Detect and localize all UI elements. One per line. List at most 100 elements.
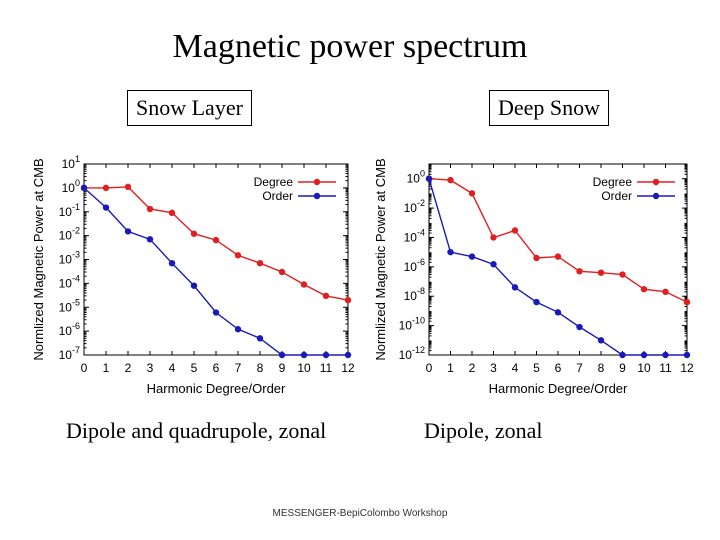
data-point-degree	[344, 296, 352, 304]
page-title: Magnetic power spectrum	[172, 28, 528, 65]
legend-marker-order	[652, 192, 660, 200]
data-point-order	[322, 351, 330, 359]
x-axis-label: Harmonic Degree/Order	[147, 381, 286, 396]
data-point-order	[190, 282, 198, 289]
series-line-degree	[428, 178, 688, 303]
footer: MESSENGER-BepiColombo Workshop	[272, 508, 448, 519]
y-axis-label: Normlized Magnetic Power at CMB	[374, 158, 388, 360]
legend-marker-order	[313, 192, 321, 200]
data-point-degree	[683, 298, 691, 306]
chart-snow-layer: 0 1 2 3 4 5 6 7 8 9 10 11 1210110010-110-210-310-410…	[34, 154, 355, 396]
data-point-order	[490, 261, 497, 268]
data-point-order	[234, 326, 242, 333]
legend-label-order: Order	[601, 189, 632, 203]
data-point-degree	[511, 227, 519, 234]
y-tick-label: 10-3	[59, 250, 80, 267]
x-tick-label: 2	[125, 361, 132, 375]
x-tick-label: 7	[576, 361, 583, 375]
snow-layer-label: Snow Layer	[127, 90, 252, 126]
x-tick-label: 9	[619, 361, 626, 375]
data-point-order	[576, 323, 583, 331]
y-tick-label: 100	[407, 169, 425, 186]
series-line-order	[83, 187, 348, 356]
x-tick-label: 10	[297, 361, 311, 375]
data-point-degree	[576, 268, 583, 275]
data-point-order	[124, 228, 132, 235]
data-point-degree	[322, 292, 330, 300]
data-point-degree	[468, 190, 476, 197]
data-point-degree	[146, 205, 154, 213]
x-tick-label: 4	[512, 361, 519, 375]
data-point-degree	[190, 230, 198, 237]
legend-label-degree: Degree	[593, 175, 633, 189]
data-point-order	[425, 175, 433, 182]
y-tick-label: 10-6	[404, 257, 425, 274]
data-point-order	[344, 351, 352, 359]
x-tick-label: 0	[81, 361, 88, 375]
data-point-order	[168, 259, 176, 267]
chart-deep-snow: 0 1 2 3 4 5 6 7 8 9 10 11 1210010-210-410-610-810-10…	[374, 158, 694, 396]
data-point-order	[554, 309, 562, 316]
x-tick-label: 3	[147, 361, 154, 375]
x-tick-label: 0	[426, 361, 433, 375]
data-point-order	[662, 351, 669, 359]
x-tick-label: 7	[235, 361, 242, 375]
x-tick-label: 12	[680, 361, 694, 375]
data-point-degree	[662, 288, 669, 296]
y-axis-label: Normlized Magnetic Power at CMB	[34, 158, 46, 360]
data-point-order	[212, 309, 220, 316]
y-tick-label: 10-2	[59, 226, 80, 243]
x-tick-label: 3	[490, 361, 497, 375]
legend-label-degree: Degree	[254, 175, 294, 189]
x-tick-label: 10	[637, 361, 651, 375]
legend-label-order: Order	[262, 189, 293, 203]
data-point-degree	[597, 269, 605, 276]
data-point-degree	[554, 253, 562, 260]
data-point-degree	[234, 252, 242, 259]
deep-snow-label: Deep Snow	[489, 90, 610, 126]
y-tick-label: 10-6	[59, 321, 80, 338]
y-tick-label: 10-2	[404, 198, 425, 215]
data-point-degree	[212, 236, 220, 244]
data-point-order	[468, 253, 476, 260]
data-point-degree	[533, 254, 540, 262]
data-point-order	[640, 351, 648, 359]
data-point-degree	[168, 209, 176, 217]
data-point-order	[102, 204, 110, 211]
x-tick-label: 4	[169, 361, 176, 375]
x-tick-label: 5	[191, 361, 198, 375]
x-tick-label: 12	[341, 361, 355, 375]
y-tick-label: 10-5	[59, 297, 80, 314]
data-point-degree	[640, 286, 648, 293]
x-tick-label: 9	[279, 361, 286, 375]
data-point-order	[683, 351, 691, 359]
x-tick-label: 11	[320, 361, 333, 375]
x-tick-label: 6	[213, 361, 220, 375]
data-point-degree	[619, 271, 626, 278]
series-line-degree	[84, 186, 349, 301]
y-tick-label: 10-4	[59, 273, 80, 290]
legend-marker-degree	[313, 178, 321, 186]
x-axis-label: Harmonic Degree/Order	[489, 381, 628, 396]
data-point-order	[278, 351, 286, 359]
data-point-order	[300, 351, 308, 359]
data-point-degree	[102, 184, 110, 192]
data-point-order	[533, 298, 540, 306]
x-tick-label: 8	[598, 361, 605, 375]
data-point-order	[80, 184, 88, 192]
y-tick-label: 10-10	[399, 316, 425, 333]
right-caption: Dipole, zonal	[424, 418, 543, 443]
x-tick-label: 1	[103, 361, 110, 375]
data-point-degree	[124, 183, 132, 191]
data-point-degree	[490, 234, 497, 241]
left-caption: Dipole and quadrupole, zonal	[66, 418, 327, 443]
data-point-order	[256, 335, 264, 342]
x-tick-label: 2	[469, 361, 476, 375]
x-tick-label: 11	[659, 361, 672, 375]
data-point-order	[597, 337, 605, 344]
y-tick-label: 10-7	[59, 345, 80, 362]
data-point-order	[511, 284, 519, 291]
series-line-order	[428, 178, 687, 356]
y-tick-label: 10-12	[399, 345, 425, 362]
x-tick-label: 1	[447, 361, 454, 375]
